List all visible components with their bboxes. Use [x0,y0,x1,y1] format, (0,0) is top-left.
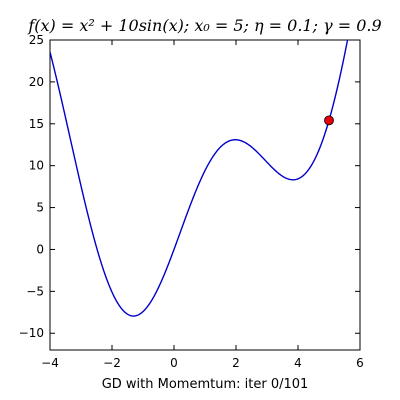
chart-title: f(x) = x² + 10sin(x); x₀ = 5; η = 0.1; γ… [27,16,381,35]
plot-area [49,39,361,351]
x-tick-label: 0 [170,356,178,370]
x-tick-label: 6 [356,356,364,370]
y-tick-label: −5 [26,284,44,298]
x-axis-label: GD with Momemtum: iter 0/101 [102,377,309,392]
x-tick-label: −4 [41,356,59,370]
y-tick-label: 5 [36,201,44,215]
y-tick-label: 0 [36,242,44,256]
axes-frame [49,39,361,351]
y-tick-label: 15 [29,117,44,131]
x-tick-label: 4 [294,356,302,370]
marker-group [324,115,334,126]
current-point-marker [324,115,334,126]
series-group [50,40,349,317]
axis-ticks: −4 −2 0 2 4 6 −10 −5 0 5 10 15 20 25 [19,33,364,370]
y-tick-label: 10 [29,159,44,173]
series-line [50,40,349,317]
y-tick-label: −10 [19,326,44,340]
y-tick-label: 20 [29,75,44,89]
x-tick-label: −2 [103,356,121,370]
y-tick-label: 25 [29,33,44,47]
x-tick-label: 2 [232,356,240,370]
